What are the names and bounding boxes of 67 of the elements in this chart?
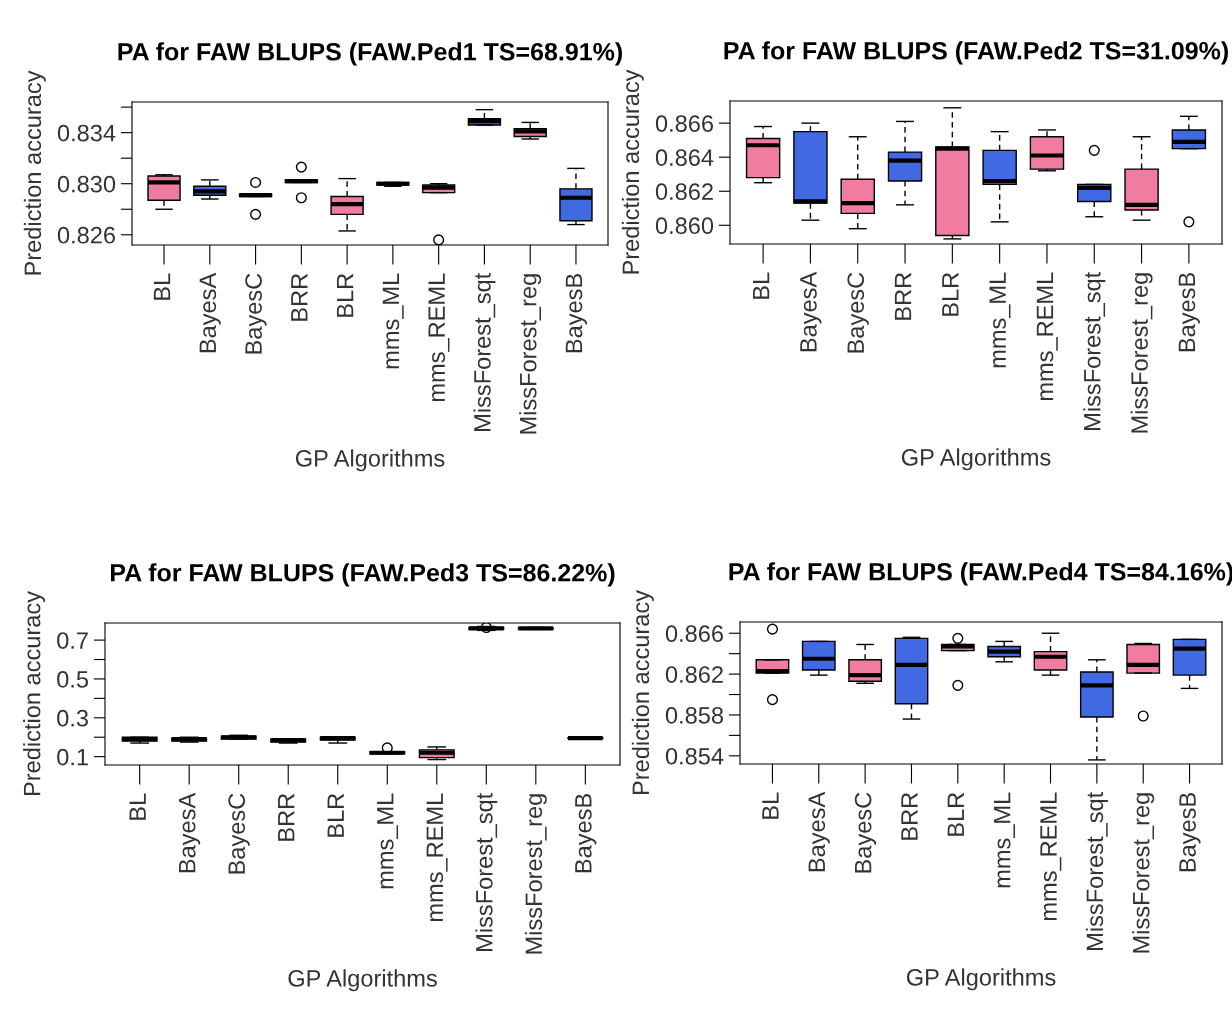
x-tick-label: MissForest_sqt — [1085, 791, 1108, 950]
x-tick-label: MissForest_reg — [1130, 273, 1153, 433]
x-tick-label: mms_ML — [377, 793, 399, 889]
x-tick-label: MissForest_sqt — [1083, 271, 1106, 430]
y-axis-title: Prediction accuracy — [23, 591, 46, 796]
x-axis-title: GP Algorithms — [906, 968, 1056, 991]
x-tick-label: BayesA — [808, 791, 830, 872]
x-tick-label: mms_REML — [426, 793, 448, 922]
x-tick-label: mms_ML — [382, 273, 404, 369]
y-tick-label: 0.5 — [57, 671, 89, 688]
x-tick-label: BRR — [278, 793, 295, 841]
chart-title: PA for FAW BLUPS (FAW.Ped1 TS=68.91%) — [118, 42, 622, 66]
x-tick-label: BayesA — [199, 272, 221, 353]
x-tick-label: BL — [752, 272, 770, 299]
y-tick-label: 0.3 — [57, 709, 88, 727]
y-tick-label: 0.866 — [655, 115, 713, 132]
y-tick-label: 0.826 — [57, 226, 115, 244]
x-tick-label: BayesA — [179, 792, 201, 873]
x-tick-label: MissForest_reg — [1132, 793, 1155, 953]
x-tick-label: BLR — [947, 792, 964, 836]
x-tick-label: BayesB — [565, 274, 587, 353]
y-tick-label: 0.834 — [57, 124, 116, 142]
y-tick-label: 0.854 — [665, 747, 724, 765]
y-tick-label: 0.866 — [665, 625, 723, 643]
chart-title: PA for FAW BLUPS (FAW.Ped4 TS=84.16%) — [729, 562, 1232, 586]
x-axis-title: GP Algorithms — [901, 448, 1051, 471]
x-tick-label: BayesA — [800, 271, 822, 352]
x-tick-label: BayesC — [847, 272, 869, 353]
y-axis-title: Prediction accuracy — [631, 590, 654, 795]
x-tick-label: BLR — [942, 272, 959, 316]
x-tick-label: MissForest_reg — [524, 794, 547, 954]
x-tick-label: MissForest_sqt — [473, 272, 496, 431]
x-tick-label: BRR — [291, 273, 308, 321]
x-tick-label: BayesB — [575, 794, 597, 873]
y-tick-label: 0.858 — [665, 707, 724, 724]
chart-title: PA for FAW BLUPS (FAW.Ped3 TS=86.22%) — [110, 563, 615, 587]
x-tick-label: BayesB — [1179, 793, 1201, 872]
y-tick-label: 0.7 — [57, 632, 88, 649]
x-tick-label: mms_REML — [1040, 792, 1062, 921]
x-tick-label: BayesC — [854, 792, 877, 873]
x-axis-title: GP Algorithms — [288, 969, 437, 992]
x-tick-label: BL — [129, 793, 146, 820]
y-tick-label: 0.862 — [655, 183, 713, 201]
y-axis-title: Prediction accuracy — [23, 70, 46, 275]
x-tick-label: mms_REML — [1036, 272, 1058, 401]
x-tick-label: BLR — [327, 793, 344, 837]
x-tick-label: BL — [762, 792, 779, 819]
y-axis-title: Prediction accuracy — [621, 69, 644, 274]
x-tick-label: BRR — [901, 792, 918, 840]
y-tick-label: 0.864 — [655, 149, 714, 166]
x-axis-title: GP Algorithms — [295, 449, 445, 472]
x-tick-label: mms_REML — [428, 273, 450, 402]
x-tick-label: mms_ML — [994, 792, 1015, 888]
x-tick-label: MissForest_reg — [519, 274, 542, 434]
y-tick-label: 0.860 — [655, 217, 714, 235]
x-tick-label: mms_ML — [989, 272, 1011, 368]
x-tick-label: BayesC — [228, 793, 250, 874]
y-tick-label: 0.830 — [57, 175, 116, 193]
x-tick-label: BL — [153, 273, 171, 300]
x-tick-label: BLR — [336, 273, 354, 317]
x-tick-label: BayesC — [245, 273, 267, 354]
x-tick-label: MissForest_sqt — [475, 792, 498, 951]
x-tick-label: BayesB — [1178, 273, 1200, 352]
chart-title: PA for FAW BLUPS (FAW.Ped2 TS=31.09%) — [724, 41, 1228, 65]
y-tick-label: 0.862 — [665, 666, 723, 683]
x-tick-label: BRR — [894, 272, 912, 320]
y-tick-label: 0.1 — [57, 748, 88, 766]
